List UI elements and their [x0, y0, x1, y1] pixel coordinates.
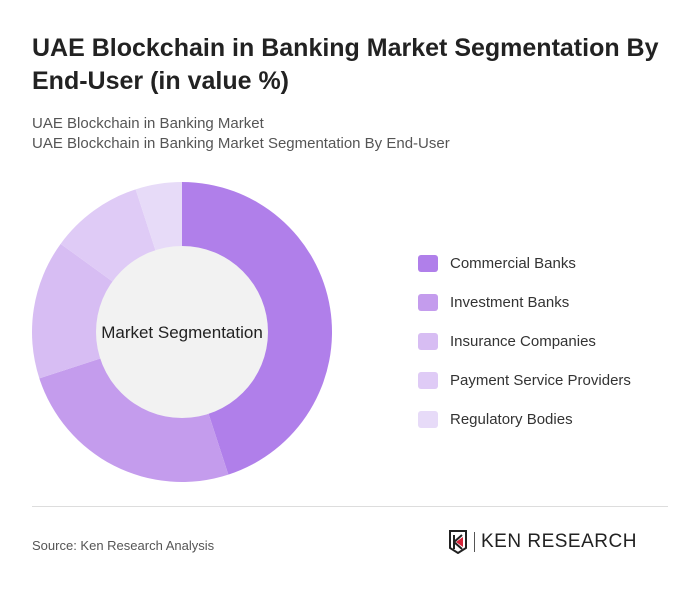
chart-title: UAE Blockchain in Banking Market Segment… — [32, 34, 659, 95]
legend-label: Insurance Companies — [450, 333, 596, 350]
legend-item: Regulatory Bodies — [418, 400, 631, 439]
legend-label: Payment Service Providers — [450, 372, 631, 389]
center-label: Market Segmentation — [101, 323, 263, 342]
logo-text: KEN RESEARCH — [474, 532, 637, 552]
legend-label: Regulatory Bodies — [450, 411, 573, 428]
legend-swatch — [418, 255, 438, 272]
legend-item: Insurance Companies — [418, 322, 631, 361]
legend: Commercial Banks Investment Banks Insuranc… — [418, 244, 631, 439]
legend-swatch — [418, 294, 438, 311]
donut-center — [96, 246, 268, 418]
subtitle-market: UAE Blockchain in Banking Market — [32, 115, 264, 132]
legend-swatch — [418, 333, 438, 350]
ken-research-logo: KEN RESEARCH — [448, 530, 637, 554]
divider — [32, 506, 668, 507]
legend-label: Investment Banks — [450, 294, 570, 311]
legend-item: Investment Banks — [418, 283, 631, 322]
subtitle-segmentation: UAE Blockchain in Banking Market Segment… — [32, 135, 450, 152]
legend-swatch — [418, 411, 438, 428]
legend-swatch — [418, 372, 438, 389]
ken-logo-icon — [449, 530, 467, 554]
source-note: Source: Ken Research Analysis — [32, 538, 215, 553]
legend-item: Commercial Banks — [418, 244, 631, 283]
legend-label: Commercial Banks — [450, 255, 576, 272]
legend-item: Payment Service Providers — [418, 361, 631, 400]
